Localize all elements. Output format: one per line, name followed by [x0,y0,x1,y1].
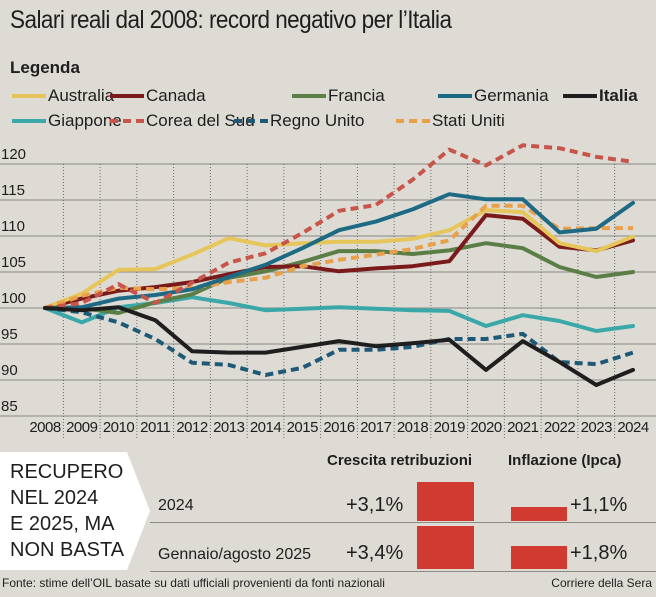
legend-swatch [12,119,46,123]
headline-text: RECUPERO NEL 2024 E 2025, MA NON BASTA [10,459,124,563]
legend-item-francia: Francia [292,86,385,106]
headline-line: E 2025, MA [10,513,115,535]
legend-label: Canada [146,86,206,105]
x-tick-label: 2021 [507,419,539,436]
crescita-bar-2025 [417,526,474,569]
headline-line: NON BASTA [10,539,125,561]
x-tick-label: 2016 [323,419,355,436]
inflazione-bar-2025 [511,546,567,569]
legend-title: Legenda [10,58,80,77]
x-tick-label: 2023 [581,419,613,436]
y-tick-label: 105 [1,254,26,271]
y-tick-label: 85 [1,398,18,415]
series-line-stati-uniti [44,203,633,310]
x-tick-label: 2015 [287,419,319,436]
series-line-canada [43,213,635,310]
column-header-inflazione: Inflazione (Ipca) [508,452,622,469]
legend-label: Corea del Sud [146,111,255,130]
y-tick-label: 110 [1,218,25,235]
x-tick-label: 2014 [250,419,282,436]
legend-swatch [396,119,430,123]
inflazione-value-2024: +1,1% [570,494,628,516]
y-tick-label: 100 [1,290,26,307]
series-line-regno-unito [44,306,634,377]
y-tick-label: 115 [1,182,25,199]
legend-item-stati-uniti: Stati Uniti [396,111,505,131]
legend-swatch [292,94,326,98]
column-header-crescita: Crescita retribuzioni [327,452,473,469]
row-divider [150,571,656,572]
headline-panel [0,452,150,570]
x-tick-label: 2010 [103,419,135,436]
legend-swatch [110,119,144,123]
legend-label: Stati Uniti [432,111,505,130]
inflazione-bar-2024 [511,507,567,521]
legend-swatch [438,94,472,98]
legend-label: Francia [328,86,385,105]
x-tick-label: 2022 [544,419,576,436]
x-tick-label: 2013 [213,419,245,436]
crescita-value-2025: +3,4% [346,542,404,564]
legend-swatch [234,119,268,123]
legend-item-canada: Canada [110,86,206,106]
row-divider [150,522,656,523]
y-tick-label: 120 [1,146,26,163]
series-line-italia [43,305,635,387]
x-tick-label: 2011 [140,419,170,436]
x-tick-label: 2008 [29,419,61,436]
source-note: Fonte: stime dell’OIL basate su dati uff… [2,576,385,590]
x-tick-label: 2019 [434,419,466,436]
legend-label: Italia [599,86,638,105]
headline-line: RECUPERO [10,461,124,483]
legend-item-italia: Italia [563,86,638,106]
x-tick-label: 2012 [176,419,208,436]
chart-title: Salari reali dal 2008: record negativo p… [10,6,452,34]
x-tick-label: 2018 [397,419,429,436]
legend-item-giappone: Giappone [12,111,122,131]
crescita-value-2024: +3,1% [346,494,404,516]
legend-label: Regno Unito [270,111,365,130]
row-label-2025: Gennaio/agosto 2025 [158,546,312,563]
inflazione-value-2025: +1,8% [570,542,628,564]
headline-line: NEL 2024 [10,487,99,509]
credit: Corriere della Sera [551,576,652,590]
x-tick-label: 2020 [470,419,502,436]
y-tick-label: 95 [1,326,18,343]
legend-label: Giappone [48,111,122,130]
x-tick-label: 2017 [360,419,392,436]
series-line-francia [43,241,635,315]
crescita-bar-2024 [417,481,474,521]
legend-label: Germania [474,86,549,105]
legend-item-australia: Australia [12,86,114,106]
y-tick-label: 90 [1,362,18,379]
line-chart: 85 90 95 100 105 110 115 120 2008 2009 2010 2011 201… [0,143,656,440]
legend-item-germania: Germania [438,86,549,106]
series-line-australia [43,208,635,310]
row-label-2024: 2024 [158,497,194,514]
legend-swatch [110,94,144,98]
legend-swatch [563,94,597,98]
x-tick-label: 2024 [617,419,649,436]
legend-item-corea-del-sud: Corea del Sud [110,111,255,131]
series-line-corea-del-sud [44,143,634,310]
x-tick-label: 2009 [66,419,98,436]
legend-item-regno-unito: Regno Unito [234,111,365,131]
legend-label: Australia [48,86,115,105]
legend-swatch [12,94,46,98]
